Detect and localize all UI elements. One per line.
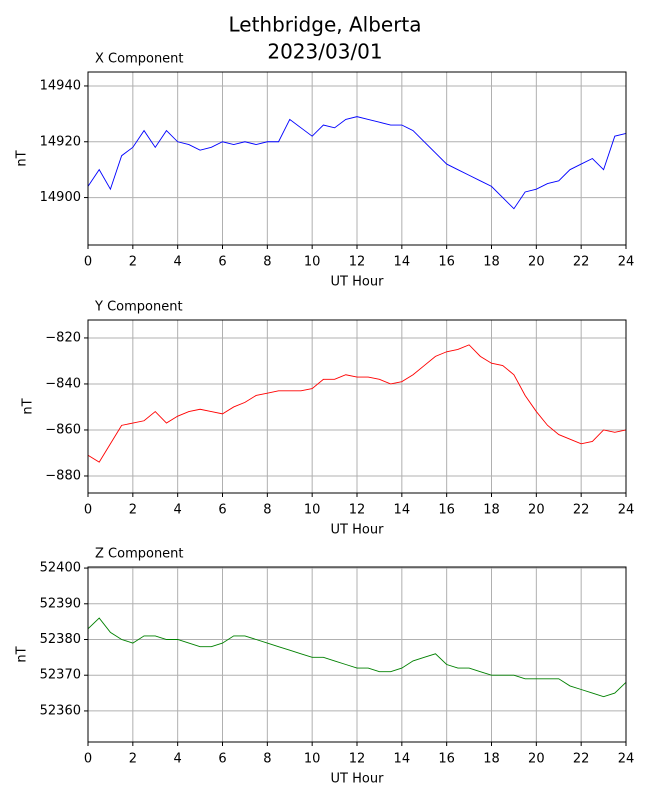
x-tick-label: 24 bbox=[618, 752, 635, 767]
panel-title: Y Component bbox=[94, 300, 183, 315]
y-tick-label: 14900 bbox=[40, 190, 81, 205]
x-tick-label: 14 bbox=[394, 255, 411, 270]
plot-frame bbox=[87, 566, 627, 743]
x-tick-label: 8 bbox=[263, 255, 271, 270]
y-tick-label: 52380 bbox=[40, 632, 81, 647]
x-tick-label: 12 bbox=[349, 503, 366, 518]
y-axis-label: nT bbox=[15, 646, 30, 662]
x-tick-label: 12 bbox=[349, 752, 366, 767]
y-tick-label: 52400 bbox=[40, 561, 81, 576]
x-tick-label: 22 bbox=[573, 503, 590, 518]
x-tick-label: 0 bbox=[84, 255, 92, 270]
x-tick-label: 18 bbox=[483, 752, 500, 767]
x-tick-label: 10 bbox=[304, 752, 321, 767]
x-tick-label: 8 bbox=[263, 503, 271, 518]
x-tick-label: 0 bbox=[84, 752, 92, 767]
x-axis-label: UT Hour bbox=[331, 772, 385, 787]
x-tick-label: 24 bbox=[618, 503, 635, 518]
x-tick-label: 4 bbox=[174, 503, 182, 518]
y-tick-label: −820 bbox=[45, 330, 81, 345]
x-tick-label: 20 bbox=[528, 255, 545, 270]
x-tick-label: 14 bbox=[394, 503, 411, 518]
x-tick-label: 4 bbox=[174, 255, 182, 270]
y-tick-label: 52390 bbox=[40, 596, 81, 611]
x-tick-label: 2 bbox=[129, 752, 137, 767]
panel-title: X Component bbox=[95, 52, 184, 67]
plot-frame bbox=[87, 71, 627, 246]
figure-subtitle: 2023/03/01 bbox=[267, 40, 382, 64]
panel-title: Z Component bbox=[95, 547, 184, 562]
y-axis-label: nT bbox=[21, 398, 36, 414]
x-tick-label: 8 bbox=[263, 752, 271, 767]
y-tick-label: 52370 bbox=[40, 668, 81, 683]
x-tick-label: 20 bbox=[528, 752, 545, 767]
x-tick-label: 2 bbox=[129, 503, 137, 518]
plot-frame bbox=[87, 319, 627, 494]
x-tick-label: 18 bbox=[483, 255, 500, 270]
x-tick-label: 22 bbox=[573, 255, 590, 270]
x-tick-label: 16 bbox=[438, 752, 455, 767]
x-tick-label: 10 bbox=[304, 503, 321, 518]
x-tick-label: 20 bbox=[528, 503, 545, 518]
y-axis-label: nT bbox=[15, 150, 30, 166]
x-tick-label: 24 bbox=[618, 255, 635, 270]
y-tick-label: 14940 bbox=[40, 78, 81, 93]
data-line bbox=[87, 344, 627, 463]
x-tick-label: 14 bbox=[394, 752, 411, 767]
x-tick-label: 12 bbox=[349, 255, 366, 270]
x-tick-label: 22 bbox=[573, 752, 590, 767]
y-tick-label: −860 bbox=[45, 422, 81, 437]
x-tick-label: 16 bbox=[438, 255, 455, 270]
y-tick-label: −880 bbox=[45, 468, 81, 483]
figure-title: Lethbridge, Alberta bbox=[228, 13, 421, 37]
x-tick-label: 16 bbox=[438, 503, 455, 518]
x-tick-label: 6 bbox=[218, 503, 226, 518]
x-axis-label: UT Hour bbox=[331, 275, 385, 290]
x-axis-label: UT Hour bbox=[331, 523, 385, 538]
x-tick-label: 6 bbox=[218, 255, 226, 270]
x-tick-label: 4 bbox=[174, 752, 182, 767]
y-tick-label: 52360 bbox=[40, 703, 81, 718]
x-tick-label: 2 bbox=[129, 255, 137, 270]
x-tick-label: 10 bbox=[304, 255, 321, 270]
x-tick-label: 18 bbox=[483, 503, 500, 518]
y-tick-label: −840 bbox=[45, 376, 81, 391]
y-tick-label: 14920 bbox=[40, 134, 81, 149]
data-line bbox=[87, 617, 627, 698]
data-line bbox=[87, 116, 627, 210]
x-tick-label: 6 bbox=[218, 752, 226, 767]
x-tick-label: 0 bbox=[84, 503, 92, 518]
